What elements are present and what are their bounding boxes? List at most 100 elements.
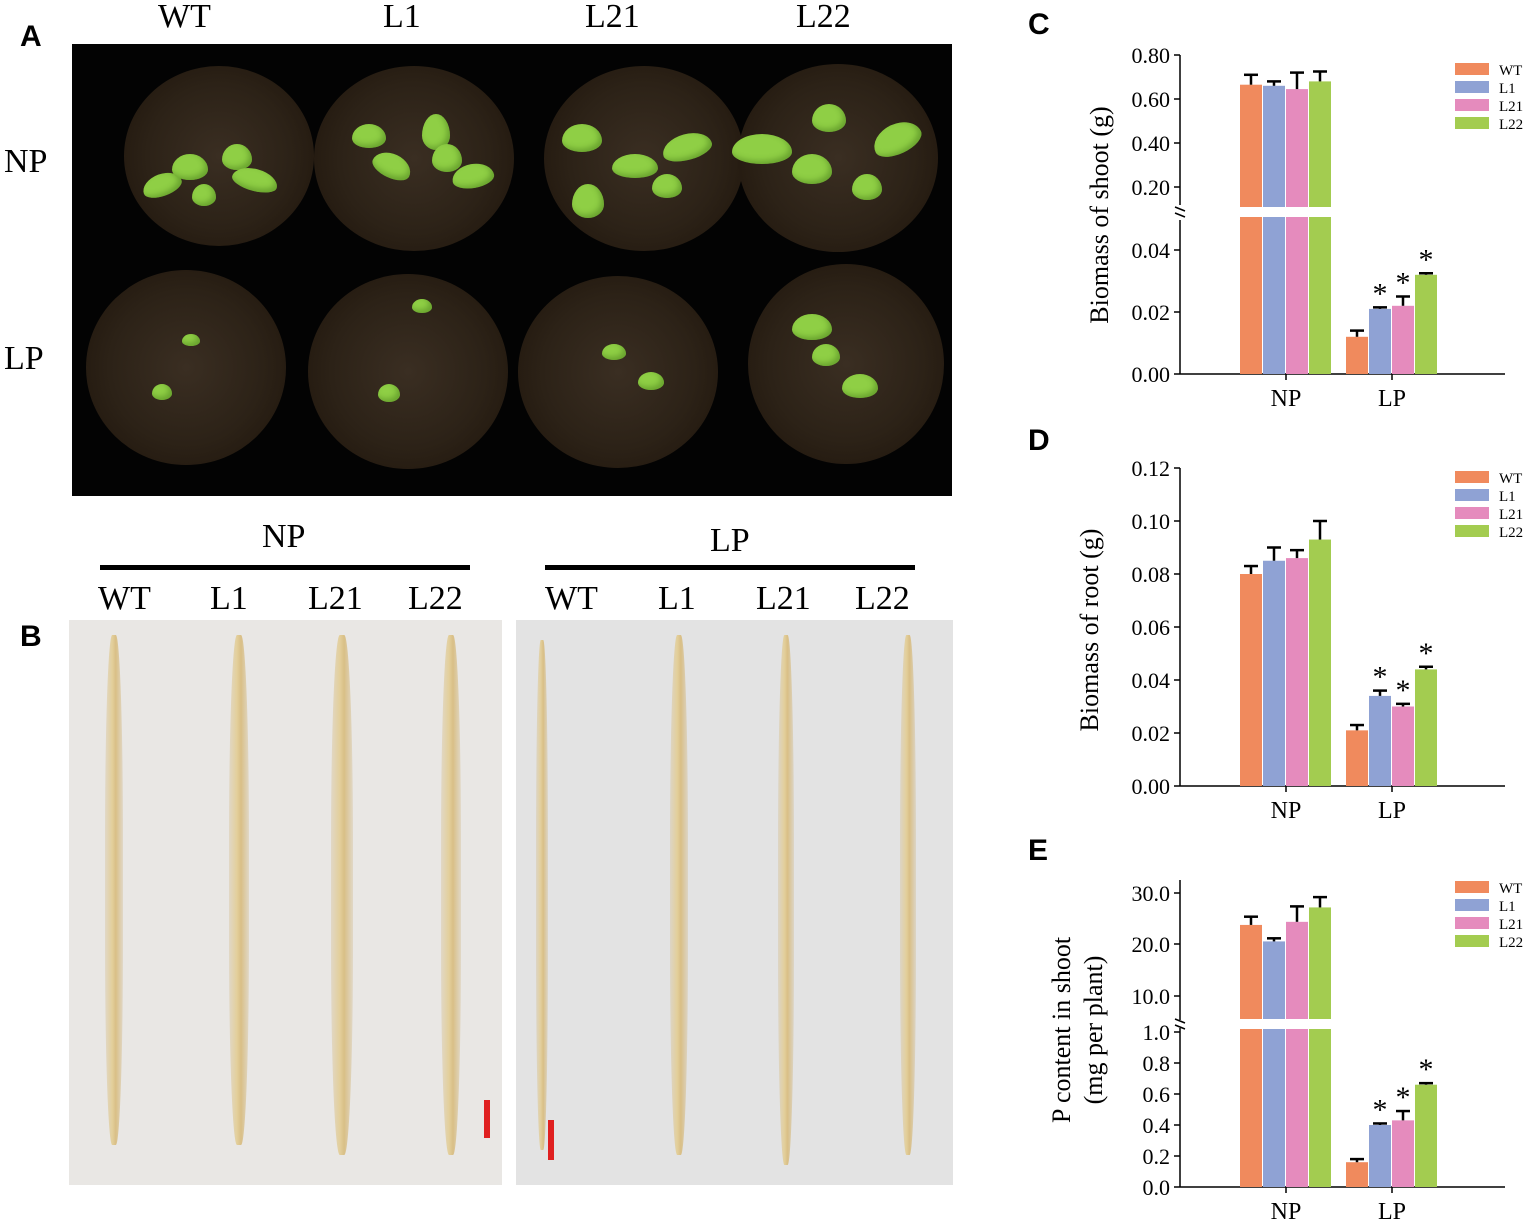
panel-b-lp-l22: L22 — [855, 580, 910, 617]
legend-swatch-l21 — [1455, 507, 1489, 519]
bar-lp-l22 — [1415, 669, 1437, 786]
bar-np-wt — [1240, 84, 1262, 374]
y-tick-label-1: 0.60 — [1132, 87, 1171, 112]
legend-swatch-wt — [1455, 881, 1489, 893]
panel-e-letter: E — [1028, 834, 1049, 867]
panel-b-lp-l1: L1 — [658, 580, 696, 617]
legend-swatch-l22 — [1455, 935, 1489, 947]
chart-root-biomass: 0.12 0.10 0.08 0.06 0.04 0.02 0.00 Biomass of r… — [1075, 456, 1523, 824]
bar-np-l22 — [1309, 539, 1331, 786]
root-np-l22 — [441, 635, 461, 1155]
bar-break-gap — [1238, 207, 1334, 217]
panel-d-letter: D — [1028, 424, 1050, 457]
root-lp-l1 — [670, 635, 688, 1155]
legend-swatch-l22 — [1455, 117, 1489, 129]
significance-l22: * — [1419, 637, 1434, 670]
scale-bar-np — [484, 1100, 490, 1138]
significance-l21: * — [1396, 267, 1411, 300]
bar-lp-wt — [1346, 1162, 1368, 1187]
significance-l21: * — [1396, 674, 1411, 707]
significance-l1: * — [1373, 277, 1388, 310]
panel-a-row-np: NP — [4, 143, 48, 180]
legend-swatch-l21 — [1455, 917, 1489, 929]
y-tick-label-0: 0.80 — [1132, 43, 1171, 68]
x-tick-label-lp: LP — [1378, 798, 1406, 824]
bar-np-l1 — [1263, 941, 1285, 1187]
y-axis-title-line-0: P content in shoot — [1047, 936, 1076, 1123]
bar-np-l1 — [1263, 560, 1285, 786]
y-axis-title: Biomass of shoot (g) — [1085, 106, 1114, 323]
panel-c-letter: C — [1028, 8, 1050, 41]
panel-a-col-l21: L21 — [585, 0, 640, 35]
legend-swatch-l1 — [1455, 489, 1489, 501]
significance-l22: * — [1419, 1053, 1434, 1086]
bar-np-l1 — [1263, 85, 1285, 375]
y-axis-title: Biomass of root (g) — [1075, 529, 1104, 732]
legend-label-l1: L1 — [1499, 81, 1516, 97]
legend-swatch-l1 — [1455, 81, 1489, 93]
panel-b-np-l1: L1 — [210, 580, 248, 617]
y-tick-label-2: 10.0 — [1132, 984, 1171, 1009]
panel-a-col-wt: WT — [158, 0, 211, 35]
legend-label-wt: WT — [1499, 63, 1522, 79]
y-axis-break — [1174, 206, 1186, 218]
root-lp-wt — [536, 640, 548, 1150]
pot-lp-wt — [86, 270, 286, 465]
root-np-l21 — [331, 635, 353, 1155]
legend-label-l22: L22 — [1499, 935, 1523, 951]
legend-label-l1: L1 — [1499, 899, 1516, 915]
bar-np-l21 — [1286, 558, 1308, 786]
panel-b-np-wt: WT — [98, 580, 151, 617]
chart-p-content: 30.0 20.0 10.0 1.0 0.8 0.6 0.4 0.2 0.0 P content … — [1047, 880, 1523, 1225]
y-tick-label-7: 0.2 — [1143, 1144, 1171, 1169]
chart-shoot-biomass: 0.80 0.60 0.40 0.20 0.04 0.02 0.00 Biomass of s… — [1085, 43, 1523, 412]
roots-np-photo — [69, 620, 502, 1185]
x-tick-label-lp: LP — [1378, 1199, 1406, 1225]
panel-b-np-l21: L21 — [308, 580, 363, 617]
bar-lp-l22 — [1415, 1084, 1437, 1187]
y-axis-break — [1174, 1018, 1186, 1030]
bar-lp-l1 — [1369, 695, 1391, 786]
root-np-l1 — [229, 635, 249, 1145]
y-tick-label-6: 0.00 — [1132, 774, 1171, 799]
bar-lp-wt — [1346, 730, 1368, 786]
pot-np-wt — [124, 66, 314, 246]
legend-swatch-l22 — [1455, 525, 1489, 537]
y-tick-label-3: 0.20 — [1132, 175, 1171, 200]
scale-bar-lp — [548, 1120, 554, 1160]
bar-lp-wt — [1346, 336, 1368, 374]
y-tick-label-6: 0.4 — [1143, 1113, 1171, 1138]
legend-label-l21: L21 — [1499, 917, 1523, 933]
y-tick-label-0: 0.12 — [1132, 456, 1171, 481]
plant-pots-photo — [72, 44, 952, 496]
panel-b-lp-bar — [545, 565, 915, 570]
bar-np-wt — [1240, 574, 1262, 786]
bar-lp-l21 — [1392, 1120, 1414, 1187]
legend-swatch-l21 — [1455, 99, 1489, 111]
bar-np-l22 — [1309, 81, 1331, 375]
bar-np-l22 — [1309, 907, 1331, 1187]
y-tick-label-3: 1.0 — [1143, 1020, 1171, 1045]
significance-l1: * — [1373, 661, 1388, 694]
legend-label-l22: L22 — [1499, 525, 1523, 541]
panel-a-col-l22: L22 — [796, 0, 851, 35]
panel-b-lp-wt: WT — [545, 580, 598, 617]
significance-l22: * — [1419, 243, 1434, 276]
legend-label-wt: WT — [1499, 471, 1522, 487]
legend-label-l21: L21 — [1499, 99, 1523, 115]
bar-lp-l1 — [1369, 308, 1391, 374]
y-tick-label-0: 30.0 — [1132, 881, 1171, 906]
legend-label-l1: L1 — [1499, 489, 1516, 505]
root-lp-l21 — [778, 635, 794, 1165]
bar-np-l21 — [1286, 921, 1308, 1187]
bar-lp-l1 — [1369, 1125, 1391, 1187]
panel-b-lp-l21: L21 — [756, 580, 811, 617]
panel-b-np-title: NP — [262, 518, 306, 555]
root-lp-l22 — [900, 635, 916, 1155]
y-tick-label-4: 0.04 — [1132, 238, 1171, 263]
y-tick-label-5: 0.02 — [1132, 300, 1171, 325]
pot-np-l1 — [314, 66, 514, 251]
y-axis-title-line-1: (mg per plant) — [1079, 956, 1108, 1105]
bar-lp-l22 — [1415, 274, 1437, 374]
legend-label-l21: L21 — [1499, 507, 1523, 523]
